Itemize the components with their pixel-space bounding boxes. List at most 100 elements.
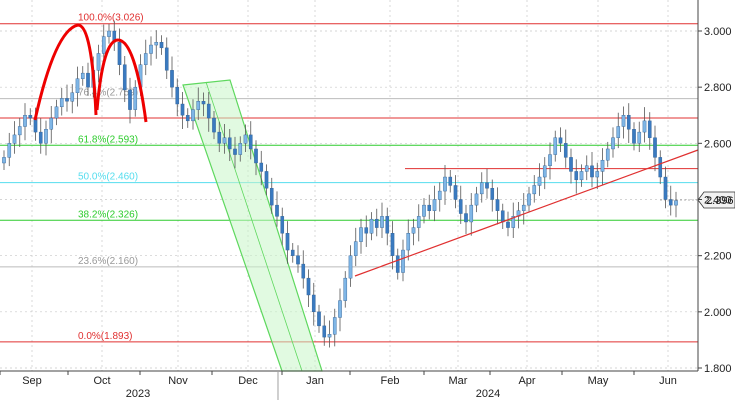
candle-body	[44, 129, 47, 143]
x-tick-label: Apr	[518, 375, 535, 387]
candle-body	[286, 233, 289, 250]
x-tick-label: Sep	[22, 375, 42, 387]
candle-body	[585, 166, 588, 172]
y-tick-label: 2.600	[704, 138, 732, 150]
candle-body	[596, 171, 599, 177]
candle-body	[407, 233, 410, 250]
fib-level-label: 50.0%(2.460)	[78, 172, 138, 183]
candle-body	[632, 129, 635, 143]
candle-body	[412, 228, 415, 234]
candle-body	[160, 42, 163, 48]
candle-body	[291, 250, 294, 256]
candle-body	[548, 155, 551, 166]
candle-body	[65, 98, 68, 101]
x-tick-label: Mar	[449, 375, 468, 387]
candle-body	[233, 149, 236, 155]
candle-body	[569, 157, 572, 171]
y-tick-label: 2.400	[704, 195, 732, 207]
x-tick-label: Jun	[659, 375, 677, 387]
candle-body	[197, 101, 200, 109]
candle-body	[260, 163, 263, 171]
fib-level-label: 0.0%(1.893)	[78, 331, 132, 342]
candle-body	[480, 183, 483, 194]
candle-body	[254, 149, 257, 163]
candle-body	[643, 121, 646, 132]
candle-body	[239, 143, 242, 154]
candle-body	[34, 118, 37, 132]
year-label-2023: 2023	[126, 388, 150, 400]
candle-body	[575, 171, 578, 179]
x-tick-label: Oct	[93, 375, 110, 387]
candle-body	[391, 233, 394, 255]
candle-body	[333, 317, 336, 334]
x-tick-label: Nov	[168, 375, 188, 387]
candle-body	[522, 205, 525, 211]
candle-body	[648, 121, 651, 138]
candle-body	[228, 138, 231, 149]
candle-body	[328, 334, 331, 337]
fib-level-label: 23.6%(2.160)	[78, 256, 138, 267]
candle-body	[470, 205, 473, 222]
candle-body	[386, 216, 389, 233]
x-tick-label: Feb	[381, 375, 400, 387]
candle-body	[312, 295, 315, 312]
candle-body	[365, 228, 368, 234]
candle-body	[60, 98, 63, 106]
candle-body	[506, 222, 509, 228]
candle-body	[186, 115, 189, 121]
candle-body	[244, 135, 247, 143]
candle-body	[8, 143, 11, 157]
fib-level-label: 100.0%(3.026)	[78, 13, 144, 24]
candle-body	[155, 42, 158, 45]
candle-body	[538, 177, 541, 185]
candle-body	[459, 200, 462, 214]
candle-body	[396, 256, 399, 273]
candle-body	[191, 110, 194, 121]
candle-body	[590, 166, 593, 177]
candle-body	[564, 143, 567, 157]
candle-body	[417, 216, 420, 227]
candle-body	[491, 188, 494, 199]
candle-body	[422, 205, 425, 216]
candle-body	[485, 183, 488, 189]
candle-body	[76, 79, 79, 93]
candle-body	[107, 31, 110, 37]
candle-body	[275, 205, 278, 216]
y-tick-label: 3.000	[704, 26, 732, 38]
candle-body	[501, 211, 504, 222]
x-tick-label: Dec	[238, 375, 258, 387]
candle-body	[18, 126, 21, 134]
fib-level-label: 38.2%(2.326)	[78, 209, 138, 220]
x-axis-ticks: Sep Oct Nov Dec Jan Feb Mar Apr May Jun	[0, 371, 677, 387]
candle-body	[664, 177, 667, 199]
year-label-2024: 2024	[476, 388, 500, 400]
candle-body	[653, 138, 656, 158]
candle-body	[134, 87, 137, 109]
candle-body	[29, 115, 32, 118]
candle-body	[449, 177, 452, 185]
y-tick-label: 2.000	[704, 307, 732, 319]
candle-body	[249, 135, 252, 149]
candle-body	[554, 138, 557, 155]
candle-body	[149, 45, 152, 53]
candle-body	[55, 107, 58, 118]
candle-body	[323, 326, 326, 337]
candle-body	[176, 87, 179, 104]
candle-body	[638, 132, 641, 143]
candle-body	[165, 48, 168, 70]
candle-body	[218, 132, 221, 143]
candle-body	[559, 138, 562, 144]
candle-body	[50, 118, 53, 129]
candle-body	[344, 278, 347, 300]
candle-body	[606, 149, 609, 160]
fib-level-label: 61.8%(2.593)	[78, 134, 138, 145]
candle-body	[281, 216, 284, 233]
candle-body	[438, 191, 441, 199]
candle-body	[296, 256, 299, 264]
candle-body	[464, 214, 467, 222]
candle-body	[354, 242, 357, 256]
y-tick-label: 2.200	[704, 251, 732, 263]
candle-body	[265, 171, 268, 188]
candle-body	[102, 37, 105, 54]
candle-body	[617, 126, 620, 137]
